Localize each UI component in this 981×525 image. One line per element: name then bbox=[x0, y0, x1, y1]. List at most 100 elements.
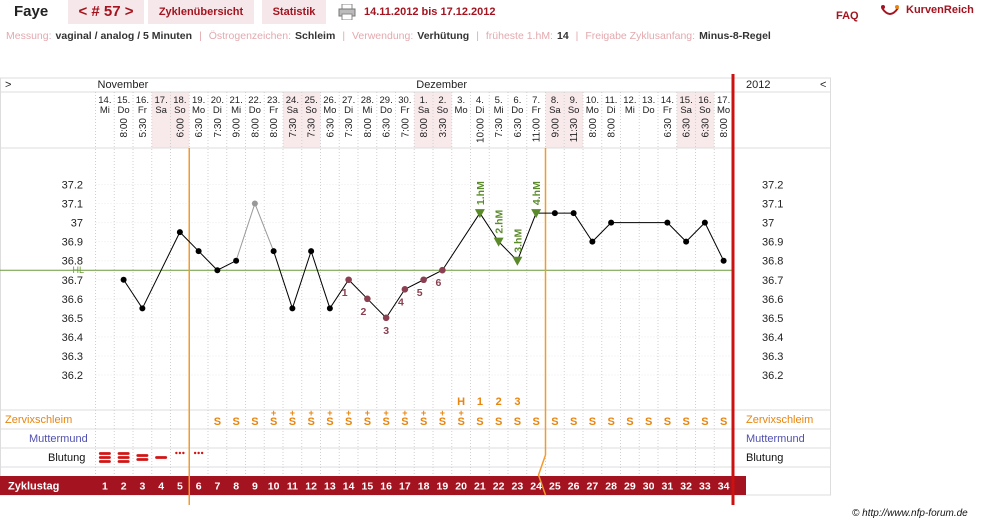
weekday-label: Sa bbox=[155, 105, 167, 116]
weekday-label: Fr bbox=[663, 105, 672, 116]
temperature-line bbox=[198, 250, 218, 271]
weekday-label: Sa bbox=[418, 105, 430, 116]
spotting-mark bbox=[197, 451, 200, 455]
cycle-day-number: 21 bbox=[474, 481, 486, 493]
y-tick-label-right: 36.3 bbox=[762, 351, 783, 363]
mucus-plus: + bbox=[365, 408, 370, 418]
month-label: November bbox=[98, 79, 149, 91]
logo-text[interactable]: KurvenReich bbox=[906, 4, 974, 16]
low-measurement-label: 5 bbox=[417, 287, 423, 299]
user-name: Faye bbox=[14, 3, 49, 20]
mucus-entry: S bbox=[326, 416, 333, 428]
date-label: 17. bbox=[717, 95, 730, 106]
date-label: 5. bbox=[495, 95, 503, 106]
y-tick-label-left: 36.2 bbox=[62, 370, 83, 382]
faq-link[interactable]: FAQ bbox=[836, 10, 859, 22]
mucus-entry: S bbox=[720, 416, 727, 428]
cycle-day-number: 32 bbox=[680, 481, 692, 493]
cycle-day-number: 6 bbox=[196, 481, 202, 493]
temperature-line bbox=[404, 279, 424, 290]
temperature-point bbox=[701, 219, 708, 226]
temperature-line bbox=[516, 212, 537, 261]
cycle-day-number: 20 bbox=[455, 481, 467, 493]
info-key-earliest: früheste 1.hM: bbox=[485, 30, 553, 42]
mucus-entry: S bbox=[214, 416, 221, 428]
time-label: 8:00 bbox=[119, 118, 130, 138]
temperature-line bbox=[367, 298, 387, 319]
temperature-point bbox=[270, 248, 277, 255]
info-key-release: Freigabe Zyklusanfang: bbox=[585, 30, 696, 42]
time-label: 9:00 bbox=[232, 118, 243, 138]
weekday-label: Mo bbox=[323, 105, 336, 116]
temperature-point bbox=[251, 200, 258, 207]
y-tick-label-left: 36.3 bbox=[62, 351, 83, 363]
spotting-mark bbox=[175, 451, 178, 455]
cycle-day-number: 2 bbox=[121, 481, 127, 493]
mucus-plus: + bbox=[440, 408, 445, 418]
mucus-entry: S bbox=[551, 416, 558, 428]
cycle-day-number: 15 bbox=[362, 481, 374, 493]
high-measurement-label: 4.hM bbox=[531, 181, 543, 205]
low-measurement-label: 1 bbox=[342, 287, 348, 299]
low-measurement-point bbox=[401, 285, 409, 293]
mucus-entry: S bbox=[401, 416, 408, 428]
y-tick-label-right: 36.4 bbox=[762, 332, 783, 344]
temperature-line bbox=[329, 279, 350, 309]
y-tick-label-left: 36.5 bbox=[62, 313, 83, 325]
date-label: 23. bbox=[267, 95, 280, 106]
copyright: © http://www.nfp-forum.de bbox=[852, 508, 968, 519]
low-measurement-label: 3 bbox=[383, 325, 389, 337]
bleeding-mark bbox=[98, 452, 111, 455]
high-measurement-marker bbox=[531, 209, 542, 219]
temperature-line bbox=[573, 212, 593, 242]
temperature-line bbox=[235, 203, 256, 261]
date-label: 13. bbox=[642, 95, 655, 106]
mucus-plus: + bbox=[271, 408, 276, 418]
mucus-entry: S bbox=[251, 416, 258, 428]
date-label: 9. bbox=[570, 95, 578, 106]
tab-statistics[interactable]: Statistik bbox=[262, 0, 326, 24]
y-tick-label-left: 36.7 bbox=[62, 275, 83, 287]
low-measurement-label: 6 bbox=[435, 277, 441, 289]
weekend-shade bbox=[676, 92, 696, 148]
mucus-entry: S bbox=[457, 416, 464, 428]
cycle-day-bar bbox=[0, 476, 746, 495]
date-label: 16. bbox=[698, 95, 711, 106]
date-label: 6. bbox=[513, 95, 521, 106]
time-label: 8:00 bbox=[419, 118, 430, 138]
cycle-marker-line bbox=[537, 454, 547, 496]
cycle-day-number: 1 bbox=[102, 481, 108, 493]
cycle-day-number: 29 bbox=[624, 481, 636, 493]
mucus-entry: S bbox=[307, 416, 314, 428]
cycle-day-number: 8 bbox=[233, 481, 239, 493]
temperature-point bbox=[139, 305, 146, 312]
cycle-day-number: 19 bbox=[437, 481, 449, 493]
temperature-point bbox=[570, 210, 577, 217]
weekday-label: Fr bbox=[138, 105, 147, 116]
y-tick-label-right: 36.7 bbox=[762, 275, 783, 287]
time-label: 7:30 bbox=[307, 118, 318, 138]
weekday-label: Do bbox=[118, 105, 130, 116]
printer-icon[interactable] bbox=[338, 3, 356, 21]
cycle-day-number: 34 bbox=[718, 481, 730, 493]
weekend-shade bbox=[283, 92, 302, 148]
tab-cycle-overview[interactable]: Zyklenübersicht bbox=[148, 0, 254, 24]
low-measurement-point bbox=[420, 276, 427, 284]
time-label: 5:30 bbox=[138, 118, 149, 138]
info-key-estrogen: Östrogenzeichen: bbox=[208, 30, 292, 42]
time-label: 3:30 bbox=[438, 118, 449, 138]
nav-left-arrow: > bbox=[5, 79, 11, 91]
bleeding-mark bbox=[98, 460, 111, 463]
time-label: 6:30 bbox=[663, 118, 674, 138]
cycle-number-nav[interactable]: < # 57 > bbox=[68, 0, 144, 24]
mucus-plus: + bbox=[421, 408, 426, 418]
cycle-day-number: 28 bbox=[605, 481, 617, 493]
info-value-estrogen: Schleim bbox=[295, 30, 336, 42]
weekend-shade bbox=[564, 92, 583, 148]
time-label: 8:00 bbox=[363, 118, 374, 138]
weekend-shade bbox=[151, 92, 171, 148]
weekday-label: Fr bbox=[532, 105, 541, 116]
mucus-plus: + bbox=[346, 408, 351, 418]
weekday-label: Mo bbox=[192, 105, 205, 116]
